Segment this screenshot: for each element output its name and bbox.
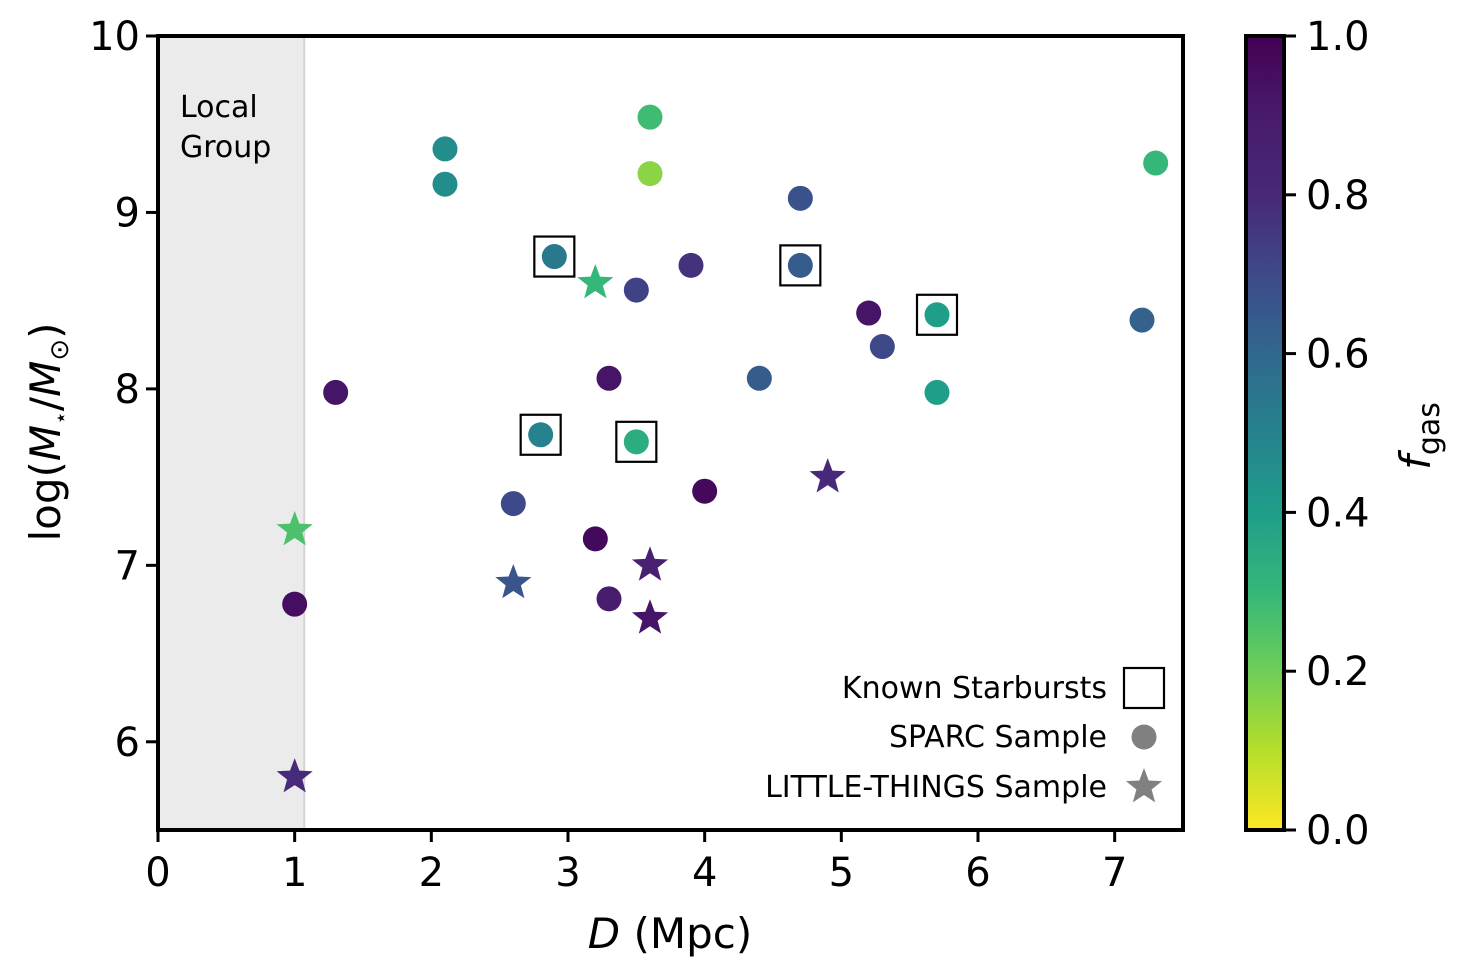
plot-frame <box>156 34 1185 832</box>
legend-label: Known Starbursts <box>842 671 1107 706</box>
circle-marker <box>323 379 349 405</box>
x-tick-label: 5 <box>829 850 854 896</box>
legend-label: SPARC Sample <box>889 720 1107 755</box>
starburst-boxes <box>519 235 959 463</box>
x-tick-label: 3 <box>555 850 580 896</box>
y-axis-label-suffix: ) <box>21 322 70 338</box>
circle-marker <box>746 365 772 391</box>
y-tick-label: 8 <box>115 367 140 413</box>
colorbar-tick-label: 1.0 <box>1306 14 1370 60</box>
y-axis-label-slash: / <box>21 396 70 411</box>
y-tick-label: 6 <box>115 720 140 766</box>
y-axis-label-sun: ⊙ <box>45 339 75 361</box>
x-axis-label: D (Mpc) <box>588 909 752 958</box>
starburst-box <box>533 235 576 278</box>
y-axis-label-star: ⋆ <box>49 411 74 425</box>
circle-marker <box>541 244 567 270</box>
circle-marker <box>678 252 704 278</box>
circle-marker <box>924 379 950 405</box>
colorbar-tick-label: 0.6 <box>1306 332 1370 378</box>
x-axis-ticks: 0 1 2 3 4 5 6 7 <box>145 830 1127 896</box>
circle-marker <box>500 491 526 517</box>
star-marker <box>276 758 313 793</box>
legend: Known Starbursts SPARC Sample LITTLE-THING… <box>765 666 1166 805</box>
colorbar-tick-label: 0.0 <box>1306 808 1370 854</box>
colorbar-tick-label: 0.4 <box>1306 490 1370 536</box>
circle-marker <box>596 586 622 612</box>
circle-marker <box>623 277 649 303</box>
circle-marker <box>787 252 813 278</box>
circle-marker <box>596 365 622 391</box>
circle-marker <box>1129 307 1155 333</box>
legend-square-marker <box>1122 666 1166 710</box>
colorbar-tick-label: 0.8 <box>1306 173 1370 219</box>
circle-marker <box>637 104 663 130</box>
y-tick-label: 10 <box>89 14 140 60</box>
colorbar-label: fgas <box>1391 402 1447 470</box>
colorbar-ticks: 0.0 0.2 0.4 0.6 0.8 1.0 <box>1284 14 1370 854</box>
circle-marker <box>787 185 813 211</box>
y-axis-label: log(M⋆/M⊙) <box>21 322 75 541</box>
star-marker <box>631 546 669 581</box>
local-group-label-line1: Local <box>180 90 258 125</box>
x-axis-label-variable: D <box>588 909 620 958</box>
circle-marker <box>924 302 950 328</box>
circle-marker <box>692 478 718 504</box>
star-marker <box>495 564 532 599</box>
circle-marker <box>623 429 649 455</box>
data-markers <box>276 104 1169 793</box>
x-tick-label: 7 <box>1102 850 1127 896</box>
starburst-box <box>519 413 562 456</box>
star-marker <box>809 458 846 493</box>
local-group-region <box>158 36 305 830</box>
y-axis-label-m2: M <box>21 361 70 397</box>
star-marker <box>631 599 669 634</box>
colorbar <box>1244 34 1286 832</box>
y-tick-label: 9 <box>115 190 140 236</box>
x-tick-label: 1 <box>282 850 307 896</box>
star-marker <box>577 264 614 299</box>
circle-marker <box>1143 150 1169 176</box>
circle-marker <box>432 171 458 197</box>
x-tick-label: 6 <box>965 850 990 896</box>
legend-circle-marker <box>1131 724 1157 750</box>
circle-marker <box>582 526 608 552</box>
x-tick-label: 4 <box>692 850 717 896</box>
x-axis-label-unit: (Mpc) <box>620 909 752 958</box>
x-tick-label: 2 <box>419 850 444 896</box>
circle-marker <box>869 334 895 360</box>
legend-star-marker <box>1125 768 1163 803</box>
circle-marker <box>856 300 882 326</box>
starburst-box <box>615 420 658 463</box>
circle-marker <box>528 422 554 448</box>
starburst-box <box>779 244 822 287</box>
local-group-label-line2: Group <box>180 130 271 165</box>
y-axis-label-prefix: log( <box>21 461 70 541</box>
y-axis-ticks: 6 7 8 9 10 <box>89 14 158 766</box>
colorbar-tick-label: 0.2 <box>1306 649 1370 695</box>
circle-marker <box>432 136 458 162</box>
y-axis-label-m1: M <box>21 425 70 461</box>
y-tick-label: 7 <box>115 543 140 589</box>
star-marker <box>276 511 313 546</box>
starburst-box <box>915 293 959 336</box>
circle-marker <box>637 161 663 187</box>
colorbar-label-subscript: gas <box>1412 402 1447 455</box>
legend-label: LITTLE-THINGS Sample <box>765 770 1107 805</box>
circle-marker <box>282 591 308 617</box>
x-tick-label: 0 <box>145 850 170 896</box>
